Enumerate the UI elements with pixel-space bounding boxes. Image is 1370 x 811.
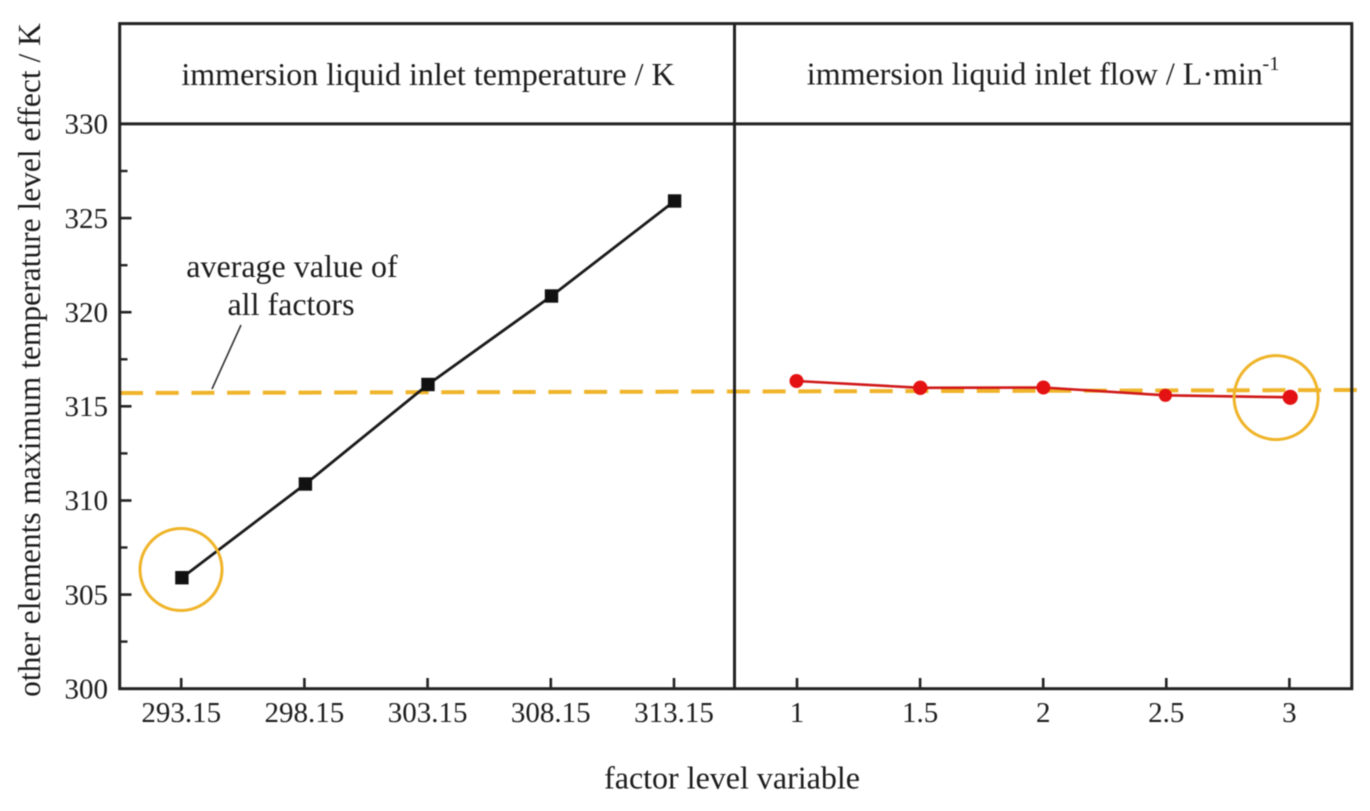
svg-text:298.15: 298.15 xyxy=(265,697,345,729)
svg-text:immersion liquid inlet tempera: immersion liquid inlet temperature / K xyxy=(181,56,674,92)
svg-text:308.15: 308.15 xyxy=(511,697,591,729)
svg-text:313.15: 313.15 xyxy=(634,697,714,729)
svg-text:300: 300 xyxy=(65,673,109,705)
svg-text:320: 320 xyxy=(65,297,109,329)
svg-text:1: 1 xyxy=(790,697,805,729)
svg-text:315: 315 xyxy=(65,391,109,423)
svg-text:3: 3 xyxy=(1282,697,1297,729)
svg-text:303.15: 303.15 xyxy=(388,697,468,729)
svg-text:325: 325 xyxy=(65,203,109,235)
svg-text:305: 305 xyxy=(65,579,109,611)
svg-text:2.5: 2.5 xyxy=(1148,697,1184,729)
svg-text:-1: -1 xyxy=(1262,53,1279,75)
svg-text:average value of: average value of xyxy=(186,248,398,284)
svg-text:factor level variable: factor level variable xyxy=(604,760,860,796)
svg-text:2: 2 xyxy=(1036,697,1051,729)
svg-text:immersion liquid inlet flow /: immersion liquid inlet flow / L·min xyxy=(807,56,1263,92)
svg-text:1.5: 1.5 xyxy=(902,697,938,729)
svg-text:293.15: 293.15 xyxy=(141,697,221,729)
svg-text:310: 310 xyxy=(65,485,109,517)
svg-text:other elements maximum tempera: other elements maximum temperature level… xyxy=(12,23,47,697)
svg-text:330: 330 xyxy=(65,109,109,141)
svg-text:all factors: all factors xyxy=(227,286,354,322)
